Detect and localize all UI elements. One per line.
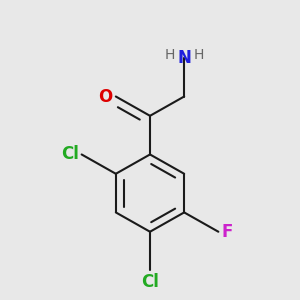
Text: H: H bbox=[194, 49, 204, 62]
Text: N: N bbox=[177, 49, 191, 67]
Text: F: F bbox=[221, 223, 233, 241]
Text: Cl: Cl bbox=[61, 146, 79, 164]
Text: O: O bbox=[98, 88, 112, 106]
Text: Cl: Cl bbox=[141, 273, 159, 291]
Text: H: H bbox=[164, 49, 175, 62]
